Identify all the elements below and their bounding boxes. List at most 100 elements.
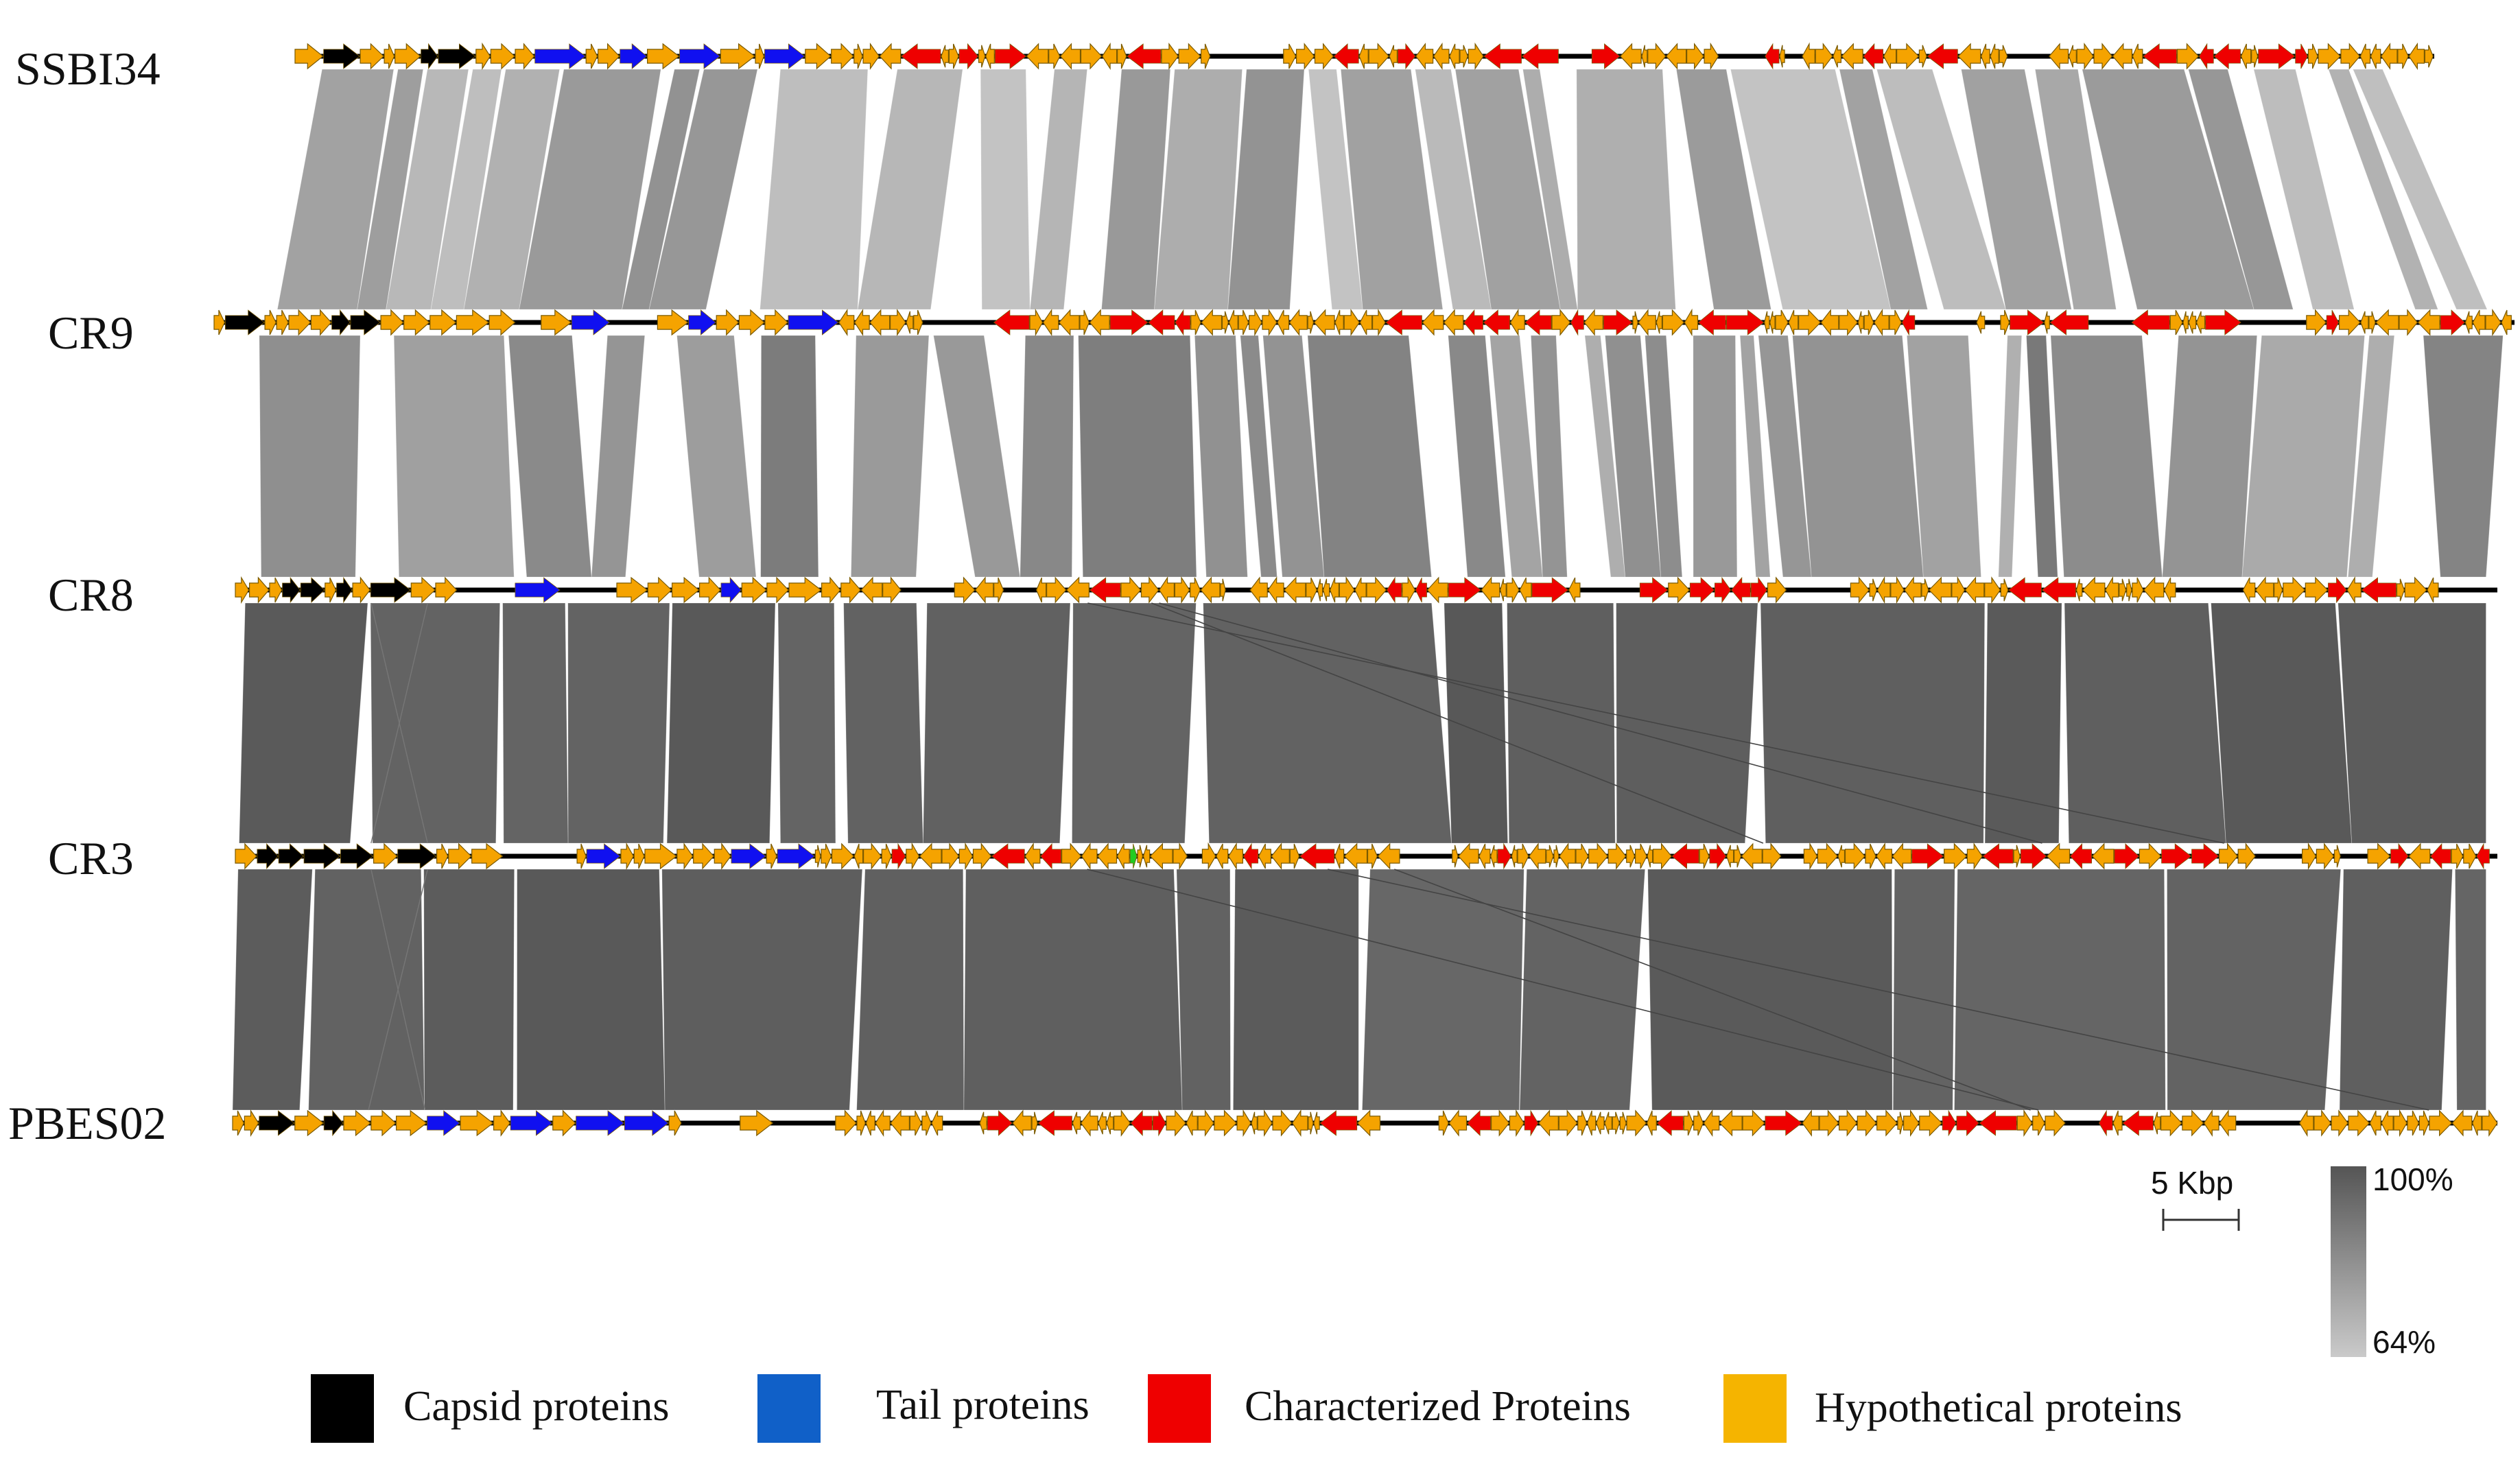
synteny-band xyxy=(1647,869,1893,1111)
gene-arrow xyxy=(657,309,689,336)
gene-arrow xyxy=(2112,1110,2123,1136)
gene-arrow xyxy=(2305,576,2329,604)
gene-arrow xyxy=(1577,1110,1588,1136)
synteny-band xyxy=(1227,69,1305,310)
gene-arrow xyxy=(2032,1110,2045,1136)
gene-arrow xyxy=(1546,845,1554,868)
gene-arrow xyxy=(1981,43,1990,69)
gene-arrow xyxy=(1448,577,1481,603)
gene-arrow xyxy=(1036,577,1047,603)
gene-arrow xyxy=(1876,576,1891,604)
gene-arrow xyxy=(352,576,371,604)
legend-label-hypothetical: Hypothetical proteins xyxy=(1815,1384,2182,1431)
gene-arrow xyxy=(370,1109,397,1137)
synteny-band xyxy=(1984,602,2062,844)
gene-arrow xyxy=(2451,1109,2473,1137)
gene-arrow xyxy=(2045,1109,2066,1137)
synteny-band xyxy=(393,335,515,578)
gene-arrow xyxy=(1490,845,1498,868)
synteny-band xyxy=(1954,869,2166,1111)
gene-arrow xyxy=(1079,309,1090,335)
synteny-band xyxy=(933,335,1021,578)
gene-arrow xyxy=(2182,311,2189,334)
gene-arrow xyxy=(2472,1110,2482,1136)
gene-arrow xyxy=(585,43,598,69)
gene-arrow xyxy=(2132,43,2143,69)
gene-arrow xyxy=(2361,577,2397,603)
gene-arrow xyxy=(2075,578,2083,602)
gene-arrow xyxy=(941,45,950,68)
gene-arrow xyxy=(1059,43,1081,70)
gene-arrow xyxy=(2476,842,2490,870)
gene-arrow xyxy=(257,842,279,870)
gene-arrow xyxy=(1220,578,1226,602)
gene-arrow xyxy=(1178,43,1201,70)
gene-arrow xyxy=(1704,42,1719,71)
gene-arrow xyxy=(1481,576,1500,604)
gene-arrow xyxy=(2501,309,2512,335)
gene-arrow xyxy=(2203,1109,2219,1137)
gene-arrow xyxy=(2046,842,2071,870)
gene-arrow xyxy=(1641,45,1648,68)
gene-arrow xyxy=(1619,1111,1627,1135)
gene-arrow xyxy=(777,843,816,869)
gene-arrow xyxy=(1656,311,1662,334)
gene-arrow xyxy=(1106,1111,1114,1135)
gene-arrow xyxy=(2143,576,2165,604)
gene-arrow xyxy=(2169,309,2183,335)
gene-arrow xyxy=(1964,576,1985,604)
gene-arrow xyxy=(2485,309,2501,336)
gene-arrow xyxy=(493,1109,510,1137)
legend: Capsid proteins Tail proteins Characteri… xyxy=(311,1374,2182,1443)
gene-arrow xyxy=(1626,845,1636,868)
synteny-band xyxy=(2339,869,2453,1111)
genome-track-ssbi34 xyxy=(294,42,2434,71)
gene-arrow xyxy=(1149,842,1173,870)
synteny-band xyxy=(2211,602,2353,844)
gene-arrow xyxy=(1903,1109,1920,1137)
gene-arrow xyxy=(1031,1111,1038,1135)
gene-arrow xyxy=(1368,43,1390,70)
gene-arrow xyxy=(1511,845,1518,868)
gene-arrow xyxy=(1802,42,1815,71)
gene-arrow xyxy=(993,309,1030,335)
synteny-band xyxy=(2338,602,2486,844)
gene-arrow xyxy=(853,43,863,69)
gene-arrow xyxy=(2368,311,2376,334)
synteny-band xyxy=(2352,69,2488,310)
gene-arrow xyxy=(1238,309,1249,335)
synteny-band xyxy=(308,869,425,1111)
gene-arrow xyxy=(2367,842,2391,870)
gene-arrow xyxy=(741,576,767,604)
gene-arrow xyxy=(1216,843,1229,869)
gene-arrow xyxy=(993,577,1004,603)
gene-arrow xyxy=(1911,843,1944,869)
gene-arrow xyxy=(294,1109,325,1137)
gene-arrow xyxy=(2160,1109,2182,1137)
gene-arrow xyxy=(1857,311,1864,334)
gene-arrow xyxy=(1148,309,1175,335)
gene-arrow xyxy=(954,576,976,604)
gene-arrow xyxy=(488,309,516,336)
synteny-band xyxy=(760,335,819,578)
gene-arrow xyxy=(2068,45,2077,68)
synteny-band xyxy=(567,602,670,844)
gene-arrow xyxy=(1012,1109,1032,1137)
gene-arrow xyxy=(889,309,906,336)
gene-arrow xyxy=(1918,45,1927,68)
gene-arrow xyxy=(698,576,721,604)
gene-arrow xyxy=(264,309,276,335)
synteny-band xyxy=(1739,335,1771,578)
gene-arrow xyxy=(1942,1109,1957,1137)
gene-arrow xyxy=(1061,842,1082,870)
synteny-band xyxy=(259,335,361,578)
gene-arrow xyxy=(282,576,301,604)
gene-arrow xyxy=(2195,311,2206,334)
gene-arrow xyxy=(679,43,721,69)
gene-arrow xyxy=(1762,842,1782,870)
synteny-bands xyxy=(232,69,2504,1111)
synteny-band xyxy=(980,69,1031,310)
synteny-band xyxy=(1203,602,1452,844)
synteny-band xyxy=(1616,602,1758,844)
